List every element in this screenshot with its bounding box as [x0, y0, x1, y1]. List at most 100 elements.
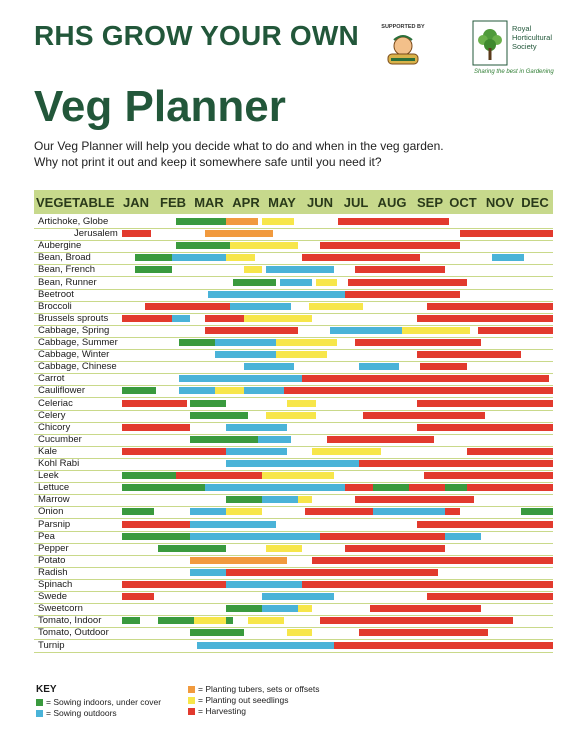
table-row: Celeriac	[34, 398, 553, 411]
sow-indoors-bar	[190, 411, 248, 419]
table-row: Kale	[34, 446, 553, 459]
harvest-bar	[122, 314, 173, 322]
month-header: MAY	[268, 195, 296, 210]
sow-indoors-bar	[134, 254, 173, 262]
harvest-bar	[362, 411, 485, 419]
vegetable-name: Radish	[38, 566, 68, 578]
key-planting-out: = Planting out seedlings	[198, 695, 289, 705]
planting-out-bar	[215, 387, 245, 395]
table-row: Cauliflower	[34, 385, 553, 399]
vegetable-name: Cabbage, Summer	[38, 337, 118, 348]
table-row: Beetroot	[34, 289, 553, 302]
harvest-bar	[355, 266, 446, 274]
table-row: Aubergine	[34, 240, 553, 254]
harvest-bar	[337, 218, 449, 225]
planting-out-bar	[193, 617, 227, 625]
sow-indoors-bar	[175, 218, 227, 225]
sponsor-logo-icon	[387, 35, 419, 65]
table-row: Onion	[34, 506, 553, 520]
month-header: JAN	[122, 195, 150, 210]
harvest-bar	[466, 447, 553, 455]
table-row: Chicory	[34, 422, 553, 435]
sow-outdoors-bar	[258, 435, 291, 443]
harvest-bar	[319, 532, 446, 540]
sow-outdoors-bar	[229, 302, 291, 310]
planting-out-bar	[226, 254, 255, 262]
sow-indoors-bar	[190, 399, 227, 407]
vegetable-name: Bean, Broad	[38, 252, 91, 264]
table-row: Swede	[34, 591, 553, 605]
vegetable-name: Cauliflower	[38, 385, 85, 397]
sow-outdoors-bar	[280, 278, 313, 286]
sow-outdoors-bar	[215, 339, 277, 346]
planting-out-bar	[262, 472, 334, 480]
planting-out-bar	[312, 447, 381, 455]
planting-out-bar	[276, 351, 327, 359]
sow-outdoors-bar	[190, 520, 277, 528]
vegetable-name: Onion	[38, 506, 64, 518]
planting-out-bar	[229, 242, 298, 250]
harvest-bar	[416, 314, 553, 322]
table-row: Leek	[34, 470, 553, 484]
harvest-bar	[204, 326, 298, 334]
planting-out-bar	[402, 326, 471, 334]
page-title: Veg Planner	[34, 82, 286, 131]
table-row: Jerusalem	[34, 228, 553, 242]
sow-indoors-swatch	[36, 699, 43, 706]
vegetable-name: Jerusalem	[74, 228, 118, 240]
vegetable-name: Spinach	[38, 579, 73, 590]
harvest-bar	[344, 290, 460, 298]
sow-indoors-bar	[233, 278, 277, 286]
table-row: Spinach	[34, 579, 553, 592]
vegetable-name: Bean, Runner	[38, 276, 97, 288]
vegetable-name: Artichoke, Globe	[38, 216, 109, 227]
sow-indoors-bar	[122, 508, 155, 516]
planting-out-bar	[276, 339, 338, 346]
table-row: Turnip	[34, 640, 553, 653]
vegetable-name: Tomato, Indoor	[38, 615, 102, 627]
sow-indoors-bar	[520, 508, 553, 516]
sow-indoors-bar	[445, 484, 467, 492]
sow-indoors-bar	[190, 435, 259, 443]
vegetable-name: Carrot	[38, 373, 65, 385]
supported-by-label: SUPPORTED BY	[381, 24, 425, 30]
harvest-bar	[427, 593, 553, 601]
sow-outdoors-bar	[226, 447, 288, 455]
sow-indoors-bar	[122, 617, 140, 625]
table-row: Carrot	[34, 373, 553, 387]
sow-outdoors-bar	[197, 641, 334, 649]
table-row: Radish	[34, 567, 553, 580]
sow-indoors-bar	[134, 266, 173, 274]
sow-indoors-bar	[179, 339, 216, 346]
planting-out-bar	[265, 544, 302, 552]
sow-outdoors-bar	[262, 605, 298, 613]
table-row: Broccoli	[34, 301, 553, 314]
harvest-bar	[122, 520, 191, 528]
sow-outdoors-bar	[265, 266, 334, 274]
rhs-logo-icon	[472, 20, 508, 66]
harvest-bar	[348, 278, 467, 286]
key-sow-outdoors: = Sowing outdoors	[46, 708, 117, 718]
table-header	[34, 190, 553, 214]
vegetable-name: Celeriac	[38, 397, 73, 409]
harvest-bar	[145, 302, 230, 310]
sow-outdoors-bar	[491, 254, 525, 262]
harvest-bar	[312, 556, 553, 564]
table-row: Bean, French	[34, 264, 553, 278]
harvest-bar	[122, 581, 553, 588]
vegetable-name: Swede	[38, 591, 68, 603]
table-row: Marrow	[34, 494, 553, 508]
harvest-bar	[359, 629, 489, 637]
table-row: Artichoke, Globe	[34, 216, 553, 229]
planting-tubers-bar	[226, 218, 259, 225]
harvest-bar	[122, 423, 191, 431]
vegetable-name: Cabbage, Chinese	[38, 361, 117, 373]
month-header: AUG	[377, 195, 407, 210]
month-header: APR	[232, 195, 260, 210]
key-title: KEY	[36, 684, 57, 695]
sow-outdoors-bar	[373, 508, 446, 516]
sow-outdoors-bar	[204, 484, 345, 492]
harvest-bar	[416, 520, 553, 528]
vegetable-name: Marrow	[38, 494, 70, 506]
vegetable-name: Cabbage, Spring	[38, 324, 110, 336]
